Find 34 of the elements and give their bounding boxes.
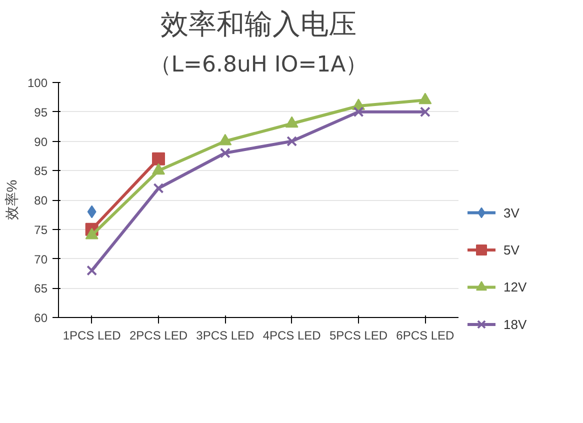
- x-tick-label: 3PCS LED: [196, 328, 255, 342]
- point: [152, 152, 165, 166]
- x-tick-label: 2PCS LED: [129, 328, 188, 342]
- point: [220, 148, 230, 158]
- y-tick-label: 75: [34, 222, 48, 237]
- point: [418, 92, 432, 104]
- y-axis-title: 效率%: [3, 180, 20, 220]
- y-tick-label: 60: [34, 311, 48, 325]
- point: [353, 106, 364, 118]
- x-tick-label: 5PCS LED: [329, 328, 388, 342]
- y-tick-label: 90: [34, 134, 48, 149]
- y-tick-label: 65: [34, 282, 48, 296]
- legend-label: 12V: [504, 280, 527, 295]
- point: [286, 136, 298, 146]
- legend-label: 18V: [504, 316, 527, 332]
- point: [285, 116, 298, 128]
- chart-subtitle: （L=6.8uH IO=1A）: [149, 52, 368, 78]
- y-tick-label: 70: [34, 252, 48, 266]
- point: [153, 183, 164, 194]
- point: [420, 106, 430, 118]
- x-tick-label: 6PCS LED: [396, 328, 455, 342]
- legend-label: 3V: [504, 205, 520, 220]
- y-tick-label: 100: [27, 76, 48, 90]
- point: [87, 205, 96, 218]
- y-tick-label: 80: [34, 194, 48, 208]
- point: [218, 134, 232, 146]
- legend-label: 5V: [504, 242, 520, 258]
- point: [86, 265, 98, 276]
- chart-title: 效率和输入电压: [160, 8, 356, 40]
- x-tick-label: 4PCS LED: [262, 328, 322, 342]
- y-tick-label: 85: [34, 164, 48, 178]
- x-tick-label: 1PCS LED: [62, 328, 122, 342]
- y-tick-label: 95: [34, 105, 48, 120]
- point: [152, 163, 165, 175]
